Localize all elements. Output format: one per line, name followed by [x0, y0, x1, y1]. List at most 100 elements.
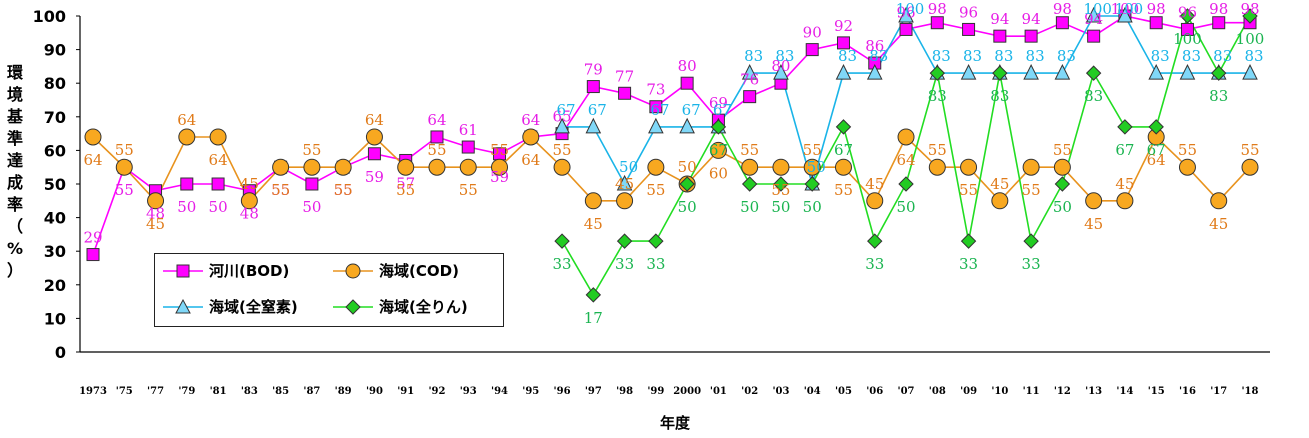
data-point	[366, 129, 382, 145]
x-tick-label: '04	[804, 386, 821, 397]
data-label: 79	[584, 61, 603, 79]
data-label: 55	[427, 141, 446, 159]
data-point	[1211, 193, 1227, 209]
data-label: 98	[928, 0, 947, 18]
data-label: 67	[650, 101, 669, 119]
data-label: 83	[994, 47, 1013, 65]
data-label: 50	[177, 198, 196, 216]
x-tick-label: '89	[335, 386, 352, 397]
data-label: 50	[209, 198, 228, 216]
x-tick-label: '15	[1148, 386, 1165, 397]
x-tick-label: '85	[272, 386, 289, 397]
data-label: 100	[1083, 0, 1112, 18]
data-label: 64	[521, 151, 540, 169]
data-point	[899, 177, 913, 191]
y-axis-title-char: %	[4, 238, 26, 260]
x-tick-label: '13	[1085, 386, 1102, 397]
data-point	[1024, 234, 1038, 248]
x-tick-label: '09	[960, 386, 977, 397]
data-label: 90	[803, 24, 822, 42]
data-point	[648, 159, 664, 175]
data-point	[619, 87, 631, 99]
x-tick-label: '90	[366, 386, 383, 397]
data-label: 50	[896, 198, 915, 216]
data-point	[585, 193, 601, 209]
y-axis-title-char: （	[4, 216, 26, 238]
x-tick-label: '91	[397, 386, 414, 397]
y-tick-label: 20	[44, 276, 66, 295]
data-point	[1118, 120, 1132, 134]
data-label: 55	[1178, 141, 1197, 159]
legend-item-sea-cod: 海域(COD)	[333, 260, 459, 281]
x-tick-label: '83	[241, 386, 258, 397]
data-label: 45	[865, 175, 884, 193]
data-label: 50	[619, 158, 638, 176]
x-tick-label: '98	[616, 386, 633, 397]
y-axis-title-char: ）	[4, 260, 26, 282]
data-point	[742, 159, 758, 175]
x-tick-label: '95	[522, 386, 539, 397]
legend-label: 河川(BOD)	[209, 260, 289, 281]
circle-marker-icon	[333, 263, 373, 279]
y-tick-label: 90	[44, 41, 66, 60]
data-label: 50	[678, 198, 697, 216]
data-label: 67	[709, 141, 728, 159]
data-point	[963, 23, 975, 35]
x-tick-label: '92	[428, 386, 445, 397]
data-label: 55	[553, 141, 572, 159]
data-point	[181, 178, 193, 190]
data-point	[586, 288, 600, 302]
y-tick-label: 60	[44, 141, 66, 160]
data-label: 33	[615, 255, 634, 273]
y-axis-title-char: 達	[4, 150, 26, 172]
data-label: 73	[646, 81, 665, 99]
data-point	[1179, 159, 1195, 175]
data-point	[1117, 193, 1133, 209]
x-tick-label: '96	[554, 386, 571, 397]
data-label: 55	[1053, 141, 1072, 159]
legend-label: 海域(全窒素)	[209, 296, 298, 317]
data-point	[835, 159, 851, 175]
data-label: 83	[744, 47, 763, 65]
data-label: 67	[588, 101, 607, 119]
data-label: 33	[553, 255, 572, 273]
data-label: 50	[302, 198, 321, 216]
data-point	[1087, 66, 1101, 80]
y-tick-label: 0	[55, 343, 66, 362]
data-label: 94	[990, 10, 1009, 28]
data-point	[649, 234, 663, 248]
data-label: 33	[1022, 255, 1041, 273]
data-point	[462, 141, 474, 153]
data-label: 61	[459, 121, 478, 139]
data-label: 64	[427, 111, 446, 129]
data-point	[429, 159, 445, 175]
data-point	[368, 148, 380, 160]
x-tick-label: '79	[178, 386, 195, 397]
x-tick-label: '10	[991, 386, 1008, 397]
data-label: 100	[1236, 30, 1265, 48]
data-label: 98	[1240, 0, 1259, 18]
data-label: 50	[740, 198, 759, 216]
y-axis-title-char: 環	[4, 62, 26, 84]
y-tick-label: 50	[44, 175, 66, 194]
data-point	[931, 17, 943, 29]
data-label: 50	[1053, 198, 1072, 216]
square-marker-icon	[163, 263, 203, 279]
data-point	[304, 159, 320, 175]
data-point	[587, 81, 599, 93]
data-label: 33	[646, 255, 665, 273]
data-point	[961, 159, 977, 175]
data-point	[1056, 17, 1068, 29]
data-point	[1149, 65, 1163, 79]
data-label: 45	[1209, 215, 1228, 233]
data-label: 67	[557, 101, 576, 119]
data-label: 55	[271, 181, 290, 199]
data-label: 83	[928, 87, 947, 105]
data-label: 83	[1182, 47, 1201, 65]
data-point	[962, 234, 976, 248]
data-label: 50	[803, 198, 822, 216]
data-label: 45	[615, 175, 634, 193]
legend-label: 海域(COD)	[379, 260, 459, 281]
data-label: 55	[646, 181, 665, 199]
legend-item-sea-phosphorus: 海域(全りん)	[333, 296, 468, 317]
